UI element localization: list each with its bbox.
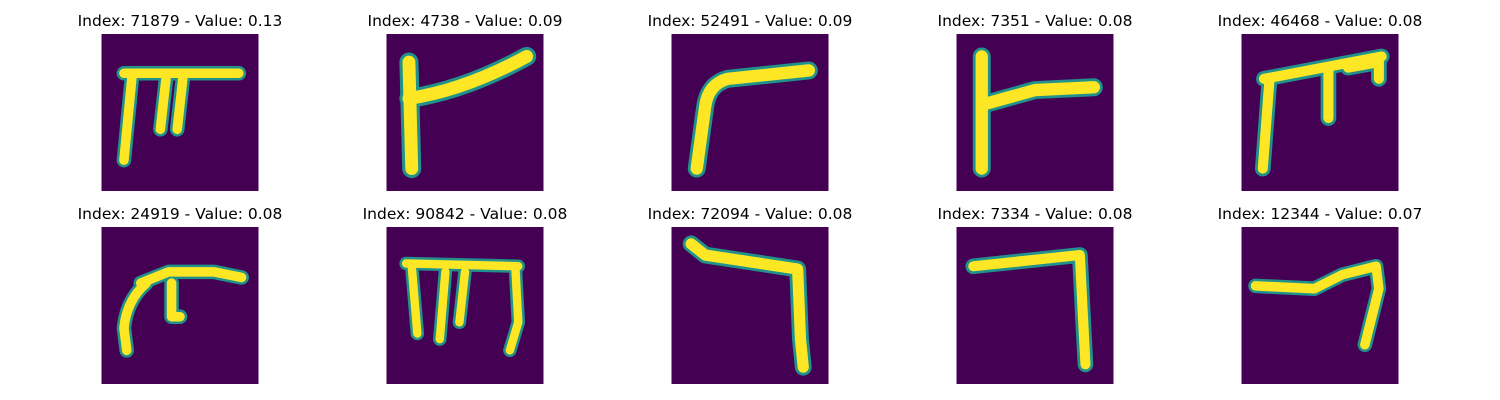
panel-title: Index: 90842 - Value: 0.08 — [362, 205, 568, 223]
glyph-image — [671, 227, 829, 384]
image-panel-2: Index: 4738 - Value: 0.09 — [345, 12, 585, 197]
panel-title: Index: 4738 - Value: 0.09 — [367, 12, 563, 30]
glyph-image — [101, 227, 259, 384]
panel-title: Index: 46468 - Value: 0.08 — [1217, 12, 1423, 30]
glyph-image — [101, 34, 259, 191]
image-panel-9: Index: 7334 - Value: 0.08 — [915, 205, 1155, 390]
glyph-image — [386, 227, 544, 384]
glyph-image — [671, 34, 829, 191]
panel-title: Index: 52491 - Value: 0.09 — [647, 12, 853, 30]
glyph-image — [1241, 227, 1399, 384]
panel-title: Index: 7334 - Value: 0.08 — [937, 205, 1133, 223]
image-panel-4: Index: 7351 - Value: 0.08 — [915, 12, 1155, 197]
image-panel-3: Index: 52491 - Value: 0.09 — [630, 12, 870, 197]
panel-title: Index: 7351 - Value: 0.08 — [937, 12, 1133, 30]
panel-title: Index: 72094 - Value: 0.08 — [647, 205, 853, 223]
glyph-image — [386, 34, 544, 191]
image-panel-6: Index: 24919 - Value: 0.08 — [60, 205, 300, 390]
panel-title: Index: 71879 - Value: 0.13 — [77, 12, 283, 30]
image-panel-10: Index: 12344 - Value: 0.07 — [1200, 205, 1440, 390]
glyph-image — [956, 34, 1114, 191]
panel-title: Index: 12344 - Value: 0.07 — [1217, 205, 1423, 223]
panel-title: Index: 24919 - Value: 0.08 — [77, 205, 283, 223]
glyph-image — [956, 227, 1114, 384]
glyph-image — [1241, 34, 1399, 191]
image-panel-1: Index: 71879 - Value: 0.13 — [60, 12, 300, 197]
image-panel-5: Index: 46468 - Value: 0.08 — [1200, 12, 1440, 197]
image-panel-8: Index: 72094 - Value: 0.08 — [630, 205, 870, 390]
image-panel-7: Index: 90842 - Value: 0.08 — [345, 205, 585, 390]
